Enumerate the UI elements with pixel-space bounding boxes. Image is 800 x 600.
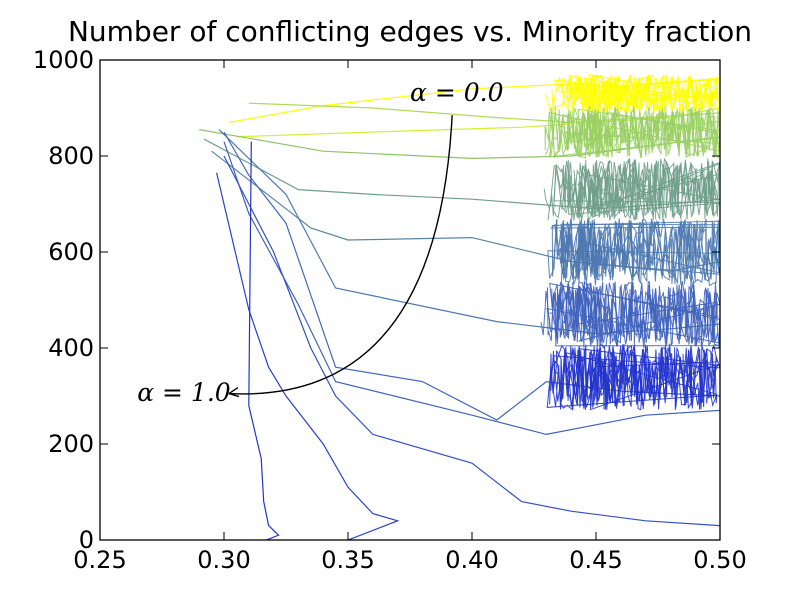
cluster-0-4 bbox=[546, 344, 718, 411]
series-line-11 bbox=[248, 141, 280, 540]
y-tick-label-4: 800 bbox=[48, 142, 94, 170]
ticks-layer: 0.25 0.30 0.35 0.40 0.45 0.50 0 200 400 600 800 100… bbox=[33, 46, 747, 574]
x-tick-label-1: 0.30 bbox=[197, 546, 250, 574]
cluster-4-4 bbox=[549, 107, 719, 158]
cluster-4-5 bbox=[563, 105, 720, 160]
cluster-3-3 bbox=[553, 157, 720, 221]
series-line-8 bbox=[223, 141, 720, 436]
annotation-arrow bbox=[228, 115, 453, 395]
annotation-label-1: α = 1.0 bbox=[137, 378, 231, 407]
x-tick-label-2: 0.35 bbox=[321, 546, 374, 574]
cluster-2-5 bbox=[578, 220, 720, 284]
cluster-0-5 bbox=[564, 345, 718, 411]
cluster-1-2 bbox=[566, 281, 720, 348]
series-line-10 bbox=[216, 172, 400, 540]
y-tick-label-0: 0 bbox=[79, 526, 94, 554]
series-line-5 bbox=[211, 150, 720, 272]
cluster-3-4 bbox=[577, 158, 718, 222]
x-tick-label-4: 0.45 bbox=[569, 546, 622, 574]
x-tick-label-0: 0.25 bbox=[73, 546, 126, 574]
cluster-3-5 bbox=[547, 158, 719, 221]
arrow-head bbox=[228, 387, 240, 398]
y-tick-label-5: 1000 bbox=[33, 46, 94, 74]
x-tick-label-3: 0.40 bbox=[445, 546, 498, 574]
clouds-layer bbox=[540, 73, 720, 411]
y-tick-label-3: 600 bbox=[48, 238, 94, 266]
cluster-1-5 bbox=[547, 280, 719, 349]
y-tick-label-1: 200 bbox=[48, 430, 94, 458]
cluster-5-5 bbox=[544, 74, 720, 114]
plot-frame bbox=[99, 59, 721, 541]
x-tick-label-5: 0.50 bbox=[693, 546, 746, 574]
annotation-label-0: α = 0.0 bbox=[410, 78, 504, 107]
annotation-layer: α = 0.0 α = 1.0 bbox=[137, 78, 503, 407]
series-line-9 bbox=[223, 155, 720, 527]
chart-title: Number of conflicting edges vs. Minority… bbox=[68, 15, 752, 48]
y-tick-label-2: 400 bbox=[48, 334, 94, 362]
